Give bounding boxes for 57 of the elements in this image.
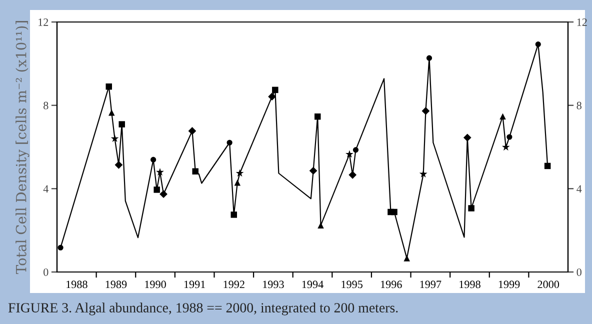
x-tick-label: 1992 bbox=[224, 280, 244, 288]
x-tick-label: 1991 bbox=[184, 280, 206, 288]
y-tick-label: 0 bbox=[44, 268, 48, 276]
point bbox=[118, 121, 125, 128]
point bbox=[236, 169, 244, 177]
x-tick-label: 1997 bbox=[420, 280, 442, 288]
y2-tick-label: 0 bbox=[576, 268, 582, 276]
point bbox=[309, 166, 318, 175]
point bbox=[426, 55, 432, 61]
point bbox=[114, 160, 123, 169]
point bbox=[404, 255, 410, 262]
y-tick-label: 8 bbox=[44, 102, 48, 110]
point bbox=[544, 162, 551, 170]
x-tick-label: 1994 bbox=[302, 280, 324, 288]
point bbox=[230, 212, 238, 218]
y2-tick-label: 4 bbox=[576, 185, 582, 193]
caption: FIGURE 3. Algal abundance, 1988 == 2000, integrated to 200 meters. bbox=[8, 302, 398, 316]
point bbox=[422, 107, 430, 115]
point bbox=[463, 134, 472, 142]
x-tick-label: 1999 bbox=[498, 280, 520, 288]
x-tick-label: 1996 bbox=[380, 280, 402, 288]
point bbox=[272, 86, 278, 94]
x-tick-label: 1988 bbox=[66, 280, 88, 288]
y-tick-label: 4 bbox=[43, 185, 48, 193]
point bbox=[106, 83, 112, 90]
x-tick-label: 2000 bbox=[538, 280, 560, 288]
point bbox=[160, 190, 168, 198]
point bbox=[391, 208, 398, 216]
y2-tick-label: 8 bbox=[576, 102, 582, 110]
point bbox=[188, 127, 196, 135]
point bbox=[226, 140, 232, 146]
point bbox=[314, 113, 321, 120]
point bbox=[110, 134, 119, 142]
x-tick-label: 1993 bbox=[263, 280, 284, 288]
y-tick-label: 12 bbox=[38, 18, 48, 26]
point bbox=[58, 244, 64, 250]
point bbox=[348, 170, 357, 179]
point bbox=[352, 147, 359, 153]
x-tick-label: 1989 bbox=[106, 280, 127, 288]
point bbox=[156, 168, 164, 176]
x-tick-label: 1990 bbox=[145, 280, 166, 288]
point bbox=[192, 168, 198, 174]
point bbox=[108, 110, 115, 116]
point bbox=[345, 150, 354, 158]
point bbox=[268, 92, 276, 101]
point bbox=[150, 156, 156, 162]
x-tick-label: 1995 bbox=[342, 280, 362, 288]
y-axis-title: Total Cell Density [cells m⁻² (x10¹¹)] bbox=[16, 21, 30, 274]
y2-tick-label: 12 bbox=[577, 18, 587, 26]
point bbox=[468, 205, 474, 212]
point bbox=[500, 113, 506, 120]
x-tick-label: 1998 bbox=[460, 280, 480, 288]
point bbox=[234, 180, 241, 186]
point bbox=[535, 42, 541, 48]
point bbox=[506, 134, 512, 140]
point bbox=[502, 143, 510, 151]
point bbox=[154, 186, 160, 193]
